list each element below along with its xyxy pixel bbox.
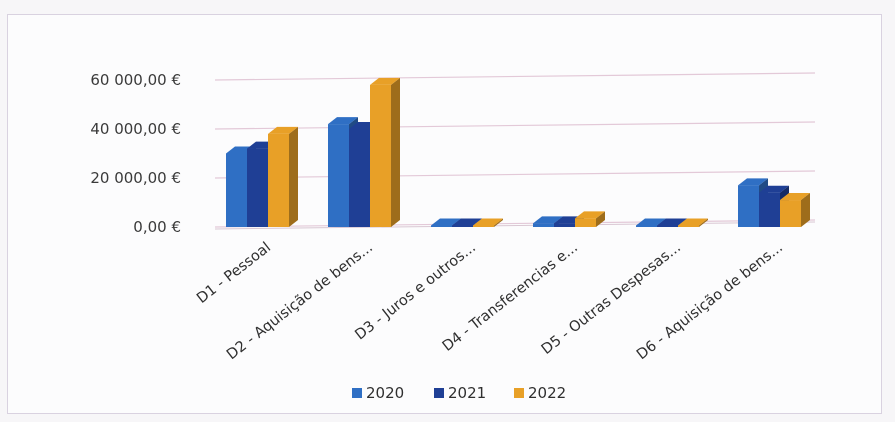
legend-label: 2020 xyxy=(366,384,404,402)
y-tick-label: 0,00 € xyxy=(133,218,181,236)
y-tick-label: 20 000,00 € xyxy=(90,169,181,187)
bar-2022-3 xyxy=(473,218,503,227)
gridline xyxy=(214,219,816,228)
gridline xyxy=(214,72,816,81)
legend-label: 2021 xyxy=(448,384,486,402)
bar-2022-6 xyxy=(780,193,810,227)
legend-swatch xyxy=(434,388,444,398)
bar-2022-2 xyxy=(370,77,400,228)
axis-floor xyxy=(214,221,816,230)
gridline xyxy=(214,121,816,130)
y-tick-label: 40 000,00 € xyxy=(90,120,181,138)
legend-item-2020: 2020 xyxy=(352,384,404,402)
y-axis-tick-labels: 0,00 € 20 000,00 € 40 000,00 € 60 000,00 € xyxy=(90,71,181,236)
bar-2022-5 xyxy=(678,218,708,227)
legend-label: 2022 xyxy=(528,384,566,402)
chart-frame xyxy=(7,14,882,414)
gridlines xyxy=(214,72,816,230)
legend-swatch xyxy=(514,388,524,398)
legend-item-2021: 2021 xyxy=(434,384,486,402)
legend: 2020 2021 2022 xyxy=(352,384,566,402)
legend-swatch xyxy=(352,388,362,398)
bars xyxy=(226,77,810,228)
bar-2022-1 xyxy=(268,126,298,227)
y-tick-label: 60 000,00 € xyxy=(90,71,181,89)
legend-item-2022: 2022 xyxy=(514,384,566,402)
gridline xyxy=(214,170,816,179)
x-tick-label: D1 - Pessoal xyxy=(194,240,274,307)
bar-2022-4 xyxy=(575,211,605,227)
